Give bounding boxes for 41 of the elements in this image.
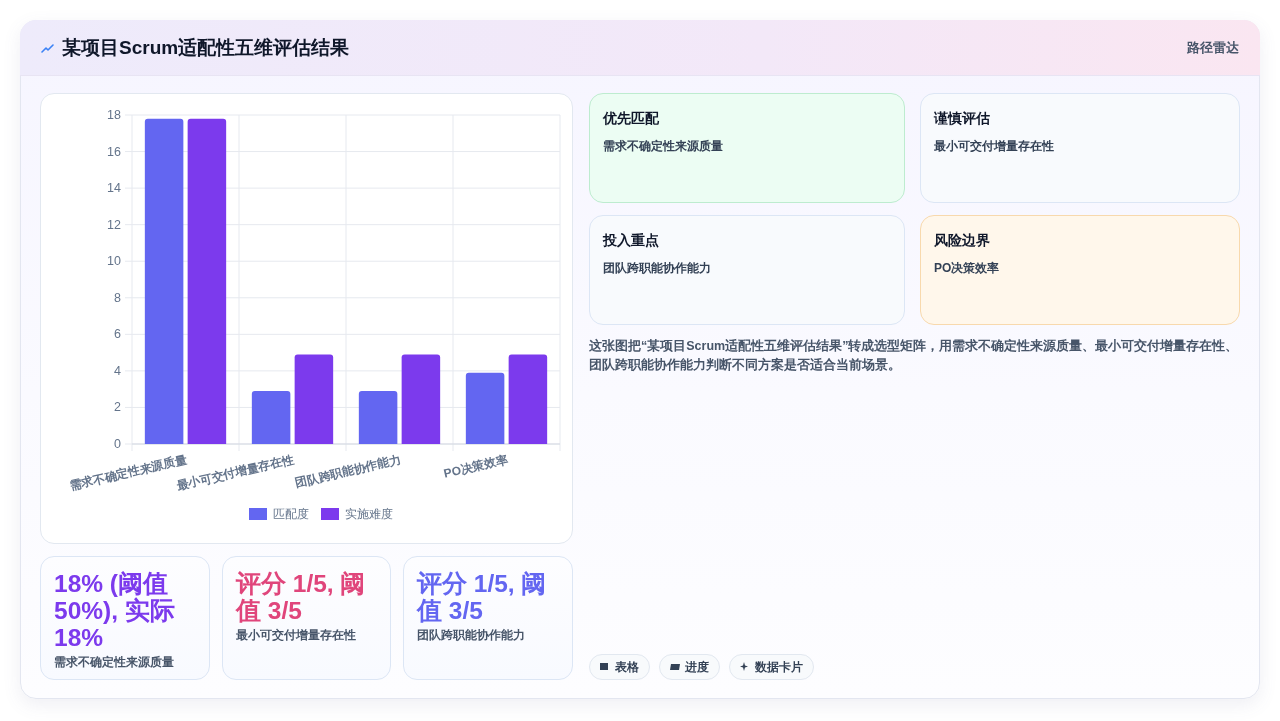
text: 某项目Scrum适配性五维评估结果: [62, 36, 350, 60]
legend-label: 实施难度: [345, 507, 393, 521]
bar: [465, 372, 505, 444]
x-tick-label: PO决策效率: [442, 452, 510, 481]
y-tick-label: 10: [107, 254, 122, 269]
y-tick-label: 18: [107, 108, 122, 122]
bar: [401, 354, 441, 444]
text: 团队跨职能协作能力: [603, 260, 711, 277]
text: 数据卡片: [755, 659, 803, 675]
legend-label: 匹配度: [273, 507, 309, 521]
text: 投入重点: [603, 231, 659, 250]
bar: [144, 118, 184, 444]
y-tick-label: 16: [107, 144, 122, 159]
text: 最小可交付增量存在性: [236, 627, 357, 643]
text: 最小可交付增量存在性: [934, 138, 1054, 155]
text: 需求不确定性来源质量: [603, 138, 723, 155]
text: 团队跨职能协作能力: [417, 627, 526, 643]
text: 需求不确定性来源质量: [54, 654, 175, 670]
text: 路径雷达: [1187, 39, 1239, 57]
text: 谨慎评估: [934, 109, 990, 128]
text: 这张图把“某项目Scrum适配性五维评估结果”转成选型矩阵，用需求不确定性来源质量、最小可交付增量存在性、团队跨职能协作能力判断不同方案是否适合当前场景。: [589, 337, 1240, 374]
text: 表格: [615, 659, 639, 675]
text: PO决策效率: [934, 260, 1000, 277]
text: 进度: [685, 659, 709, 675]
text: 评分 1/5, 阈值 3/5: [417, 570, 548, 624]
y-tick-label: 8: [114, 290, 122, 305]
text: 18% (阈值50%), 实际18%: [54, 570, 176, 651]
y-tick-label: 0: [114, 437, 122, 451]
y-tick-label: 2: [114, 400, 122, 415]
bar: [251, 390, 291, 444]
y-tick-label: 4: [114, 363, 122, 378]
bar: [508, 354, 548, 444]
text: 风险边界: [934, 231, 990, 250]
y-tick-label: 6: [114, 327, 122, 342]
bar: [358, 390, 398, 444]
text: 优先匹配: [603, 109, 659, 128]
y-tick-label: 14: [107, 181, 122, 196]
y-tick-label: 12: [107, 217, 122, 232]
text: 评分 1/5, 阈值 3/5: [236, 570, 367, 624]
bar: [294, 354, 334, 444]
bar: [187, 118, 227, 444]
